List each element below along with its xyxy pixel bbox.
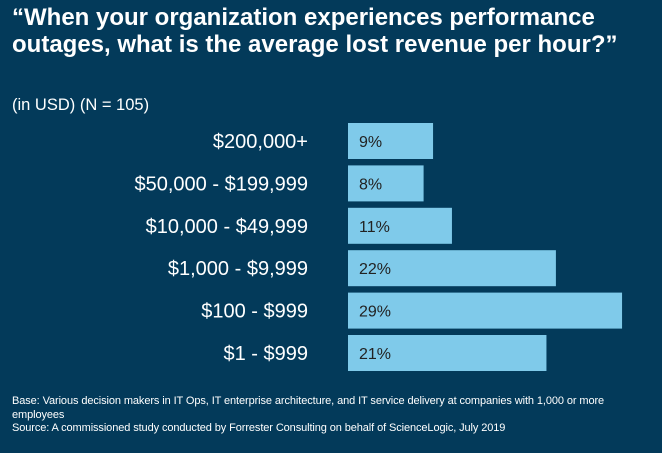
value-label: 29%	[359, 304, 391, 321]
base-note: Base: Various decision makers in IT Ops,…	[12, 395, 605, 421]
bar	[348, 207, 452, 244]
bar	[348, 335, 547, 371]
category-label: $200,000+	[213, 131, 308, 153]
chart-subtitle: (in USD) (N = 105)	[12, 96, 150, 114]
category-label: $1 - $999	[223, 343, 308, 365]
category-label: $50,000 - $199,999	[135, 173, 309, 195]
value-label: 11%	[359, 219, 390, 236]
bar	[348, 123, 434, 159]
bar	[348, 292, 623, 329]
bar	[348, 165, 424, 202]
category-label: $100 - $999	[201, 301, 308, 323]
value-label: 9%	[359, 134, 382, 151]
chart-footer: Base: Various decision makers in IT Ops,…	[12, 395, 642, 436]
category-label: $10,000 - $49,999	[146, 216, 308, 238]
value-label: 21%	[359, 346, 391, 363]
source-note: Source: A commissioned study conducted b…	[12, 422, 506, 434]
value-label: 22%	[359, 261, 391, 278]
value-label: 8%	[359, 176, 382, 193]
chart-title: “When your organization experiences perf…	[12, 4, 618, 58]
bar	[348, 250, 556, 287]
category-label: $1,000 - $9,999	[168, 258, 308, 280]
